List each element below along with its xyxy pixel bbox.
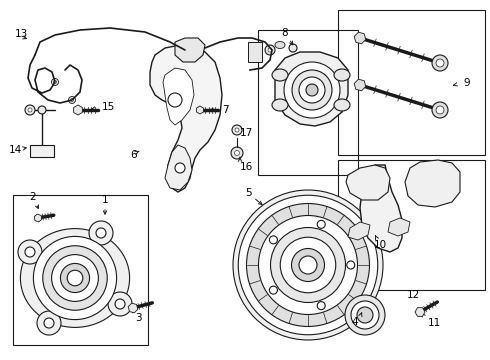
- Polygon shape: [34, 214, 42, 222]
- Circle shape: [299, 77, 325, 103]
- Circle shape: [69, 96, 75, 104]
- Text: 17: 17: [240, 128, 253, 138]
- Polygon shape: [74, 105, 82, 115]
- Circle shape: [289, 44, 297, 52]
- Circle shape: [351, 301, 379, 329]
- Circle shape: [238, 195, 378, 335]
- Circle shape: [25, 247, 35, 257]
- Circle shape: [67, 270, 83, 286]
- Circle shape: [53, 81, 56, 84]
- Circle shape: [51, 255, 98, 301]
- Polygon shape: [275, 52, 348, 126]
- Text: 11: 11: [428, 318, 441, 328]
- Circle shape: [317, 220, 325, 228]
- Polygon shape: [415, 308, 425, 316]
- Circle shape: [235, 128, 239, 132]
- Ellipse shape: [334, 99, 350, 111]
- Circle shape: [115, 299, 125, 309]
- Circle shape: [432, 55, 448, 71]
- Circle shape: [306, 84, 318, 96]
- Circle shape: [280, 237, 336, 293]
- Circle shape: [345, 295, 385, 335]
- Circle shape: [436, 59, 444, 67]
- Circle shape: [38, 106, 46, 114]
- Circle shape: [71, 99, 73, 102]
- Circle shape: [270, 286, 277, 294]
- Circle shape: [33, 237, 117, 320]
- Circle shape: [175, 163, 185, 173]
- Polygon shape: [165, 145, 192, 190]
- Circle shape: [108, 292, 132, 316]
- Circle shape: [18, 240, 42, 264]
- Text: 9: 9: [463, 78, 469, 88]
- Polygon shape: [128, 303, 138, 313]
- Ellipse shape: [272, 99, 288, 111]
- Text: 7: 7: [222, 105, 229, 115]
- Circle shape: [232, 125, 242, 135]
- Bar: [13, 195, 148, 345]
- Ellipse shape: [275, 41, 285, 49]
- Text: 3: 3: [135, 313, 141, 323]
- Text: 6: 6: [130, 150, 137, 160]
- Circle shape: [168, 93, 182, 107]
- Circle shape: [284, 62, 340, 118]
- Text: 15: 15: [102, 102, 115, 112]
- Text: 4: 4: [351, 317, 358, 327]
- Circle shape: [43, 246, 107, 310]
- Circle shape: [28, 108, 32, 112]
- Circle shape: [235, 150, 240, 156]
- Circle shape: [268, 48, 272, 52]
- Polygon shape: [405, 160, 460, 207]
- Polygon shape: [163, 68, 194, 125]
- Circle shape: [432, 102, 448, 118]
- Polygon shape: [348, 222, 370, 240]
- Polygon shape: [354, 79, 366, 91]
- Circle shape: [233, 190, 383, 340]
- Polygon shape: [354, 32, 366, 44]
- Ellipse shape: [334, 69, 350, 81]
- Text: 13: 13: [15, 29, 28, 39]
- Text: 2: 2: [30, 192, 36, 202]
- Polygon shape: [360, 165, 402, 252]
- Circle shape: [25, 105, 35, 115]
- Text: 8: 8: [282, 28, 288, 38]
- Circle shape: [317, 302, 325, 310]
- Circle shape: [37, 311, 61, 335]
- Text: 12: 12: [406, 290, 419, 300]
- Circle shape: [60, 264, 90, 293]
- Text: 16: 16: [240, 162, 253, 172]
- Circle shape: [44, 318, 54, 328]
- Bar: [338, 10, 485, 155]
- Circle shape: [259, 216, 358, 315]
- Polygon shape: [196, 106, 203, 114]
- Text: 1: 1: [102, 195, 108, 205]
- Polygon shape: [388, 218, 410, 236]
- Circle shape: [347, 261, 355, 269]
- Bar: [248, 42, 262, 62]
- Circle shape: [265, 45, 275, 55]
- Circle shape: [270, 228, 345, 302]
- Circle shape: [357, 307, 373, 323]
- Polygon shape: [346, 165, 390, 200]
- Circle shape: [299, 256, 317, 274]
- Circle shape: [292, 248, 324, 282]
- Circle shape: [292, 70, 332, 110]
- Circle shape: [96, 228, 106, 238]
- Circle shape: [246, 203, 369, 327]
- Circle shape: [51, 78, 58, 86]
- Circle shape: [436, 106, 444, 114]
- Bar: [258, 30, 358, 175]
- Ellipse shape: [21, 229, 129, 327]
- Text: 14: 14: [8, 145, 22, 155]
- Ellipse shape: [272, 69, 288, 81]
- Circle shape: [231, 147, 243, 159]
- Text: 10: 10: [373, 240, 387, 250]
- Polygon shape: [175, 38, 205, 62]
- Circle shape: [270, 236, 277, 244]
- Bar: [338, 160, 485, 290]
- Text: 5: 5: [245, 188, 251, 198]
- Polygon shape: [150, 45, 222, 192]
- Bar: [30, 145, 54, 157]
- Circle shape: [89, 221, 113, 245]
